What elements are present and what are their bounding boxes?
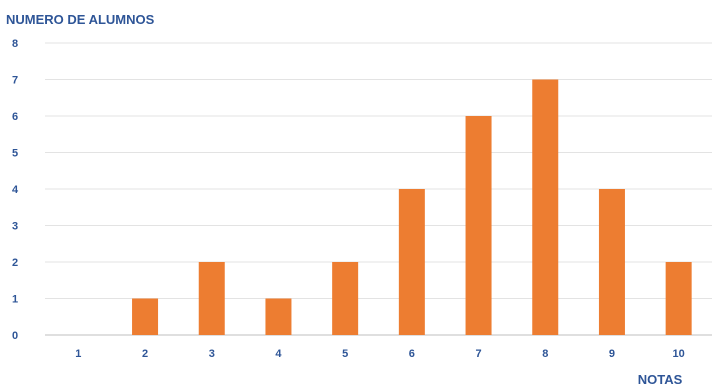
bar-nota-7 [465, 116, 492, 335]
x-tick-label: 6 [409, 348, 415, 360]
x-tick-label: 9 [609, 348, 615, 360]
y-tick-label: 6 [12, 111, 18, 123]
x-tick-label: 1 [75, 348, 81, 360]
x-tick-label: 5 [342, 348, 348, 360]
x-tick-labels: 1 2 3 4 5 6 7 8 9 10 [75, 348, 684, 360]
y-tick-label: 7 [12, 75, 18, 87]
x-tick-label: 3 [209, 348, 215, 360]
bar-nota-5 [332, 262, 359, 335]
bar-nota-6 [398, 189, 425, 335]
y-tick-label: 1 [12, 294, 18, 306]
bar-nota-9 [598, 189, 625, 335]
bar-nota-3 [198, 262, 225, 335]
x-axis-title: NOTAS [638, 372, 683, 387]
y-tick-label: 5 [12, 148, 18, 160]
bar-nota-4 [265, 298, 292, 335]
x-tick-label: 10 [673, 348, 685, 360]
y-tick-label: 2 [12, 257, 18, 269]
bar-nota-2 [132, 298, 159, 335]
y-tick-label: 3 [12, 221, 18, 233]
x-tick-label: 7 [475, 348, 481, 360]
y-axis-title: NUMERO DE ALUMNOS [6, 12, 155, 27]
x-tick-label: 8 [542, 348, 548, 360]
y-tick-labels: 0 1 2 3 4 5 6 7 8 [12, 38, 19, 342]
y-tick-label: 0 [12, 330, 18, 342]
bar-nota-8 [532, 79, 559, 335]
y-tick-label: 8 [12, 38, 18, 50]
x-tick-label: 4 [275, 348, 282, 360]
bars [132, 79, 692, 335]
y-tick-label: 4 [12, 184, 19, 196]
x-tick-label: 2 [142, 348, 148, 360]
bar-nota-10 [665, 262, 692, 335]
